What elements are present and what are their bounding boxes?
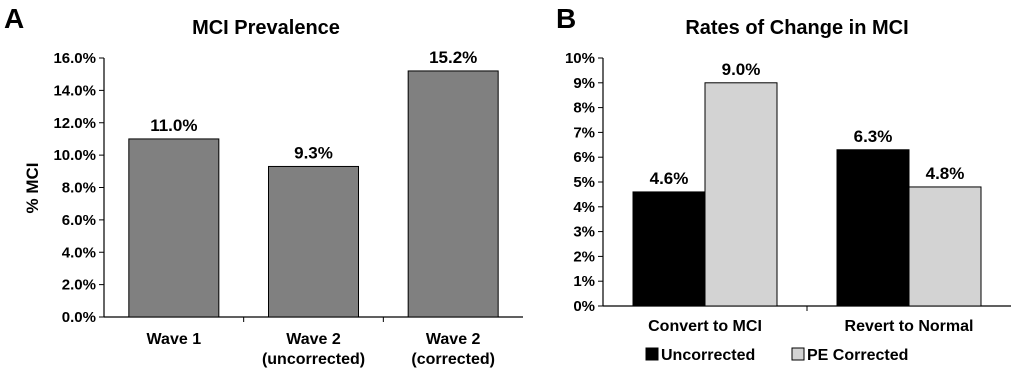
panel-b-y-tick-label: 4% (573, 199, 595, 216)
legend-swatch (645, 347, 659, 361)
panel-a-y-tick-label: 12.0% (53, 115, 96, 132)
panel-a-category-label: (corrected) (411, 351, 495, 368)
panel-b-y-tick-label: 0% (573, 298, 595, 315)
panel-b-legend: Uncorrected PE Corrected (645, 347, 908, 364)
panel-a-bar (407, 70, 499, 318)
panel-b-bar (632, 191, 706, 307)
panel-b-y-tick-label: 7% (573, 124, 595, 141)
panel-a-y-tick-label: 16.0% (53, 50, 96, 67)
panel-b: B Rates of Change in MCI 0% 1% 2% 3% 4% 5% 6% 7… (556, 3, 1011, 364)
panel-a-category-label: (uncorrected) (262, 351, 365, 368)
panel-a-data-label: 15.2% (429, 48, 477, 67)
panel-b-title: Rates of Change in MCI (685, 17, 908, 39)
panel-a-category-label: Wave 2 (426, 331, 481, 348)
panel-a-y-tick-label: 0.0% (62, 309, 96, 326)
panel-a-y-tick-label: 2.0% (62, 277, 96, 294)
legend-swatch (791, 347, 805, 361)
legend-label: PE Corrected (807, 347, 908, 364)
panel-b-data-label: 4.6% (650, 169, 689, 188)
panel-b-y-tick-label: 3% (573, 224, 595, 241)
panel-b-marks: 0% 1% 2% 3% 4% 5% 6% 7% 8% 9% 10% 4.6% 9.0% Convert t… (565, 50, 1011, 335)
panel-b-y-tick-label: 9% (573, 75, 595, 92)
panel-b-y-tick-label: 2% (573, 248, 595, 265)
panel-b-letter: B (556, 3, 576, 34)
panel-a: A MCI Prevalence % MCI 0.0% 2.0% 4.0% 6.0% 8… (4, 3, 523, 368)
panel-a-y-axis-label: % MCI (23, 163, 42, 214)
panel-a-title: MCI Prevalence (192, 17, 340, 39)
panel-b-category-label: Convert to MCI (648, 318, 762, 335)
panel-b-data-label: 9.0% (722, 60, 761, 79)
panel-b-y-tick-label: 5% (573, 174, 595, 191)
panel-a-marks: 0.0% 2.0% 4.0% 6.0% 8.0% 10.0% 12.0% 14.0% 16.0%… (53, 48, 523, 368)
panel-a-category-label: Wave 2 (286, 331, 341, 348)
panel-b-data-label: 6.3% (854, 127, 893, 146)
panel-b-bar (908, 186, 982, 307)
panel-a-y-tick-label: 14.0% (53, 82, 96, 99)
legend-label: Uncorrected (661, 347, 755, 364)
panel-a-category-label: Wave 1 (147, 331, 202, 348)
panel-b-bar (704, 82, 778, 307)
panel-b-bar (836, 149, 910, 307)
panel-a-y-tick-label: 4.0% (62, 244, 96, 261)
panel-a-y-tick-label: 6.0% (62, 212, 96, 229)
panel-a-data-label: 11.0% (150, 116, 197, 135)
panel-a-bar (128, 138, 220, 318)
panel-b-data-label: 4.8% (926, 164, 965, 183)
panel-a-bar (268, 165, 359, 318)
panel-b-category-label: Revert to Normal (845, 318, 974, 335)
panel-a-y-tick-label: 8.0% (62, 180, 96, 197)
panel-b-y-tick-label: 10% (565, 50, 595, 67)
panel-a-letter: A (4, 3, 24, 34)
panel-b-y-tick-label: 8% (573, 100, 595, 117)
panel-a-data-label: 9.3% (294, 143, 333, 162)
panel-b-y-tick-label: 1% (573, 273, 595, 290)
panel-a-y-tick-label: 10.0% (53, 147, 96, 164)
panel-b-y-tick-label: 6% (573, 149, 595, 166)
